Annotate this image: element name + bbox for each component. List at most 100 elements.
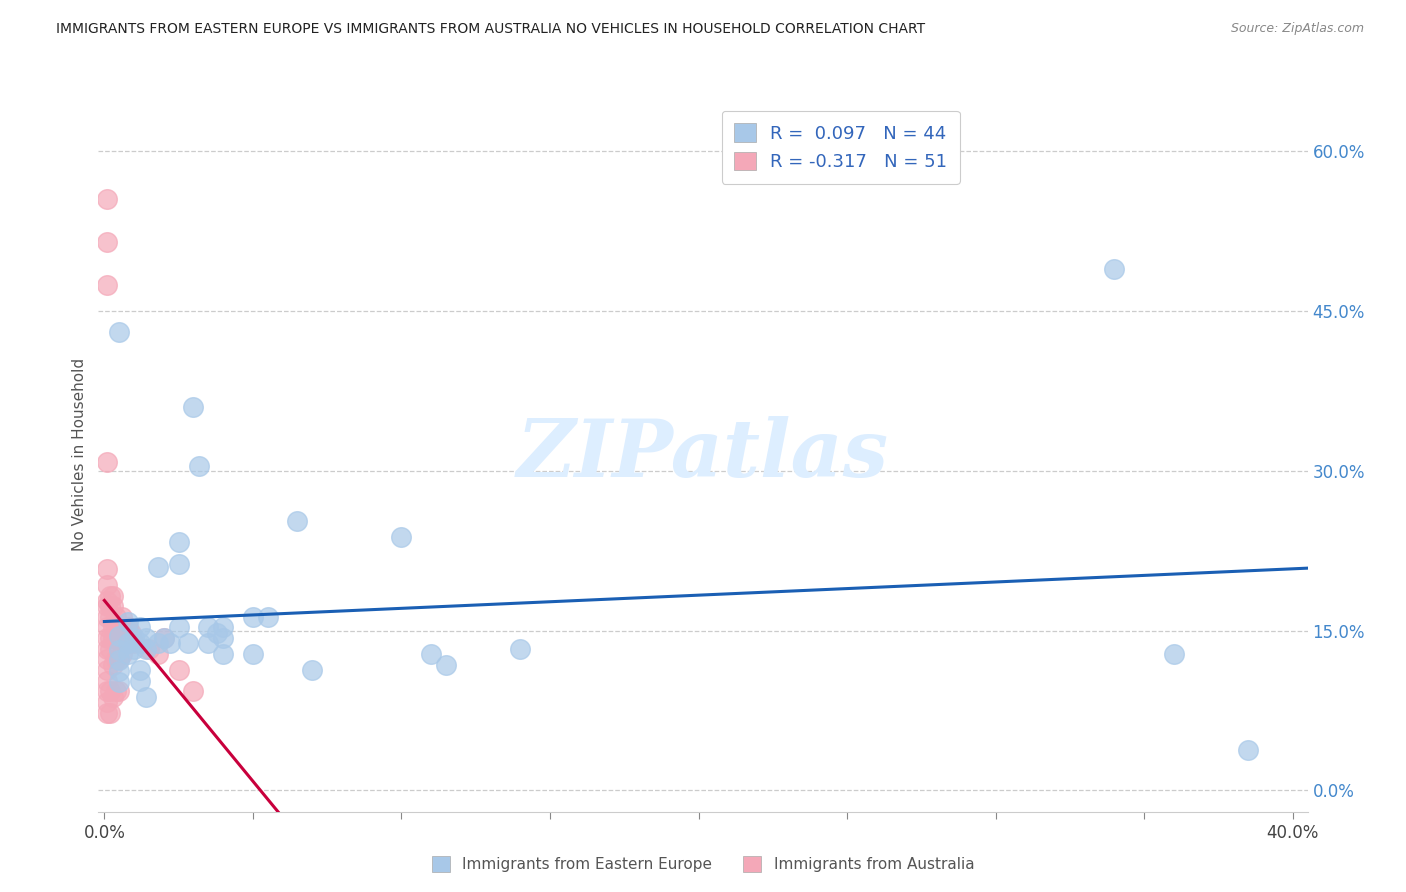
Point	[212, 647, 235, 661]
Point	[96, 277, 118, 292]
Point	[509, 641, 531, 656]
Point	[105, 620, 128, 634]
Point	[96, 663, 118, 677]
Point	[135, 631, 157, 645]
Text: Source: ZipAtlas.com: Source: ZipAtlas.com	[1230, 22, 1364, 36]
Point	[108, 674, 131, 689]
Point	[117, 615, 139, 629]
Point	[176, 636, 198, 650]
Point	[96, 235, 118, 249]
Point	[167, 557, 190, 571]
Point	[96, 562, 118, 576]
Point	[1104, 261, 1126, 276]
Point	[167, 620, 190, 634]
Point	[117, 647, 139, 661]
Point	[98, 631, 121, 645]
Point	[98, 589, 121, 603]
Point	[111, 609, 134, 624]
Point	[108, 653, 131, 667]
Point	[242, 647, 264, 661]
Point	[96, 641, 118, 656]
Point	[207, 625, 229, 640]
Point	[135, 641, 157, 656]
Point	[197, 636, 219, 650]
Point	[105, 609, 128, 624]
Point	[135, 690, 157, 704]
Point	[129, 636, 152, 650]
Point	[256, 609, 278, 624]
Point	[117, 636, 139, 650]
Point	[242, 609, 264, 624]
Point	[103, 631, 125, 645]
Point	[98, 609, 121, 624]
Point	[96, 594, 118, 608]
Point	[152, 631, 174, 645]
Point	[197, 620, 219, 634]
Point	[96, 695, 118, 709]
Y-axis label: No Vehicles in Household: No Vehicles in Household	[72, 359, 87, 551]
Point	[103, 620, 125, 634]
Point	[98, 684, 121, 698]
Point	[146, 647, 169, 661]
Point	[129, 663, 152, 677]
Point	[108, 631, 131, 645]
Point	[434, 657, 457, 672]
Point	[103, 690, 125, 704]
Point	[108, 629, 131, 643]
Point	[301, 663, 323, 677]
Point	[188, 458, 211, 473]
Point	[96, 706, 118, 720]
Point	[105, 684, 128, 698]
Point	[108, 643, 131, 657]
Point	[96, 578, 118, 592]
Point	[212, 631, 235, 645]
Text: ZIPatlas: ZIPatlas	[517, 417, 889, 493]
Point	[122, 636, 145, 650]
Point	[96, 455, 118, 469]
Point	[152, 631, 174, 645]
Point	[108, 684, 131, 698]
Point	[108, 326, 131, 340]
Point	[212, 620, 235, 634]
Point	[96, 609, 118, 624]
Point	[129, 620, 152, 634]
Point	[108, 664, 131, 678]
Point	[146, 636, 169, 650]
Point	[167, 535, 190, 549]
Point	[122, 631, 145, 645]
Point	[98, 599, 121, 614]
Point	[96, 631, 118, 645]
Point	[138, 641, 160, 656]
Point	[103, 589, 125, 603]
Point	[96, 599, 118, 614]
Point	[98, 641, 121, 656]
Point	[167, 663, 190, 677]
Legend: R =  0.097   N = 44, R = -0.317   N = 51: R = 0.097 N = 44, R = -0.317 N = 51	[721, 111, 960, 184]
Point	[111, 647, 134, 661]
Point	[114, 631, 136, 645]
Point	[287, 514, 309, 528]
Point	[105, 631, 128, 645]
Point	[96, 652, 118, 666]
Point	[1163, 647, 1185, 661]
Point	[420, 647, 443, 661]
Point	[103, 657, 125, 672]
Point	[122, 641, 145, 656]
Point	[183, 684, 205, 698]
Point	[96, 620, 118, 634]
Point	[96, 684, 118, 698]
Point	[96, 192, 118, 206]
Point	[159, 636, 181, 650]
Point	[146, 559, 169, 574]
Point	[96, 673, 118, 688]
Point	[98, 706, 121, 720]
Point	[108, 652, 131, 666]
Point	[1237, 743, 1260, 757]
Point	[117, 620, 139, 634]
Point	[129, 673, 152, 688]
Point	[117, 636, 139, 650]
Point	[391, 530, 413, 544]
Point	[103, 599, 125, 614]
Point	[105, 652, 128, 666]
Legend: Immigrants from Eastern Europe, Immigrants from Australia: Immigrants from Eastern Europe, Immigran…	[425, 848, 981, 880]
